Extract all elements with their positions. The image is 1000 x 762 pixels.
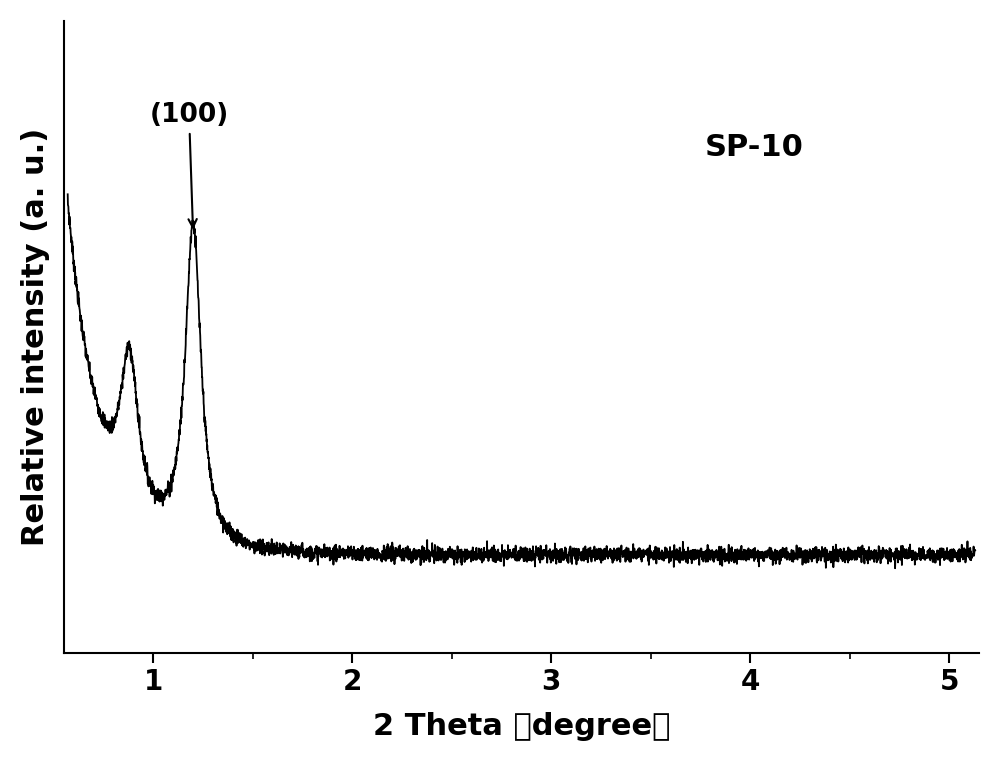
- X-axis label: 2 Theta （degree）: 2 Theta （degree）: [373, 712, 670, 741]
- Text: SP-10: SP-10: [705, 133, 803, 162]
- Text: (100): (100): [149, 102, 229, 228]
- Y-axis label: Relative intensity (a. u.): Relative intensity (a. u.): [21, 128, 50, 546]
